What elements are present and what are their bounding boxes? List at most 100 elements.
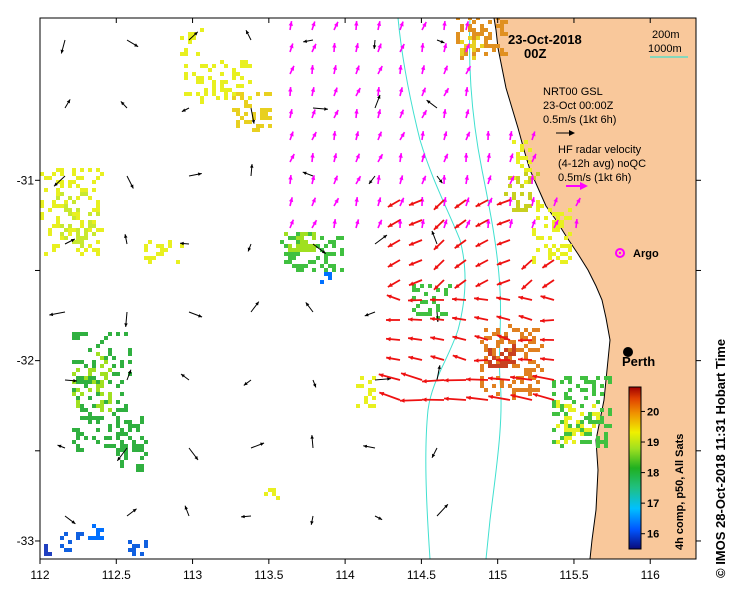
sst-pixel [516, 160, 520, 164]
sst-pixel [556, 440, 560, 444]
sst-pixel [268, 108, 272, 112]
sst-pixel [148, 260, 152, 264]
sst-pixel [548, 208, 552, 212]
sst-pixel [580, 424, 584, 428]
sst-pixel [552, 428, 556, 432]
sst-pixel [588, 432, 592, 436]
sst-pixel [144, 440, 148, 444]
sst-pixel [468, 24, 472, 28]
sst-pixel [88, 372, 92, 376]
sst-pixel [332, 240, 336, 244]
sst-pixel [476, 32, 480, 36]
sst-pixel [532, 368, 536, 372]
sst-pixel [592, 424, 596, 428]
sst-pixel [56, 196, 60, 200]
sst-pixel [80, 380, 84, 384]
sst-pixel [116, 408, 120, 412]
sst-pixel [108, 428, 112, 432]
sst-pixel [324, 272, 328, 276]
radar-arrow [311, 109, 316, 119]
sst-pixel [556, 404, 560, 408]
radar-arrow-strong [473, 358, 489, 363]
radar-arrow-strong [408, 199, 423, 207]
sst-pixel [72, 216, 76, 220]
sst-pixel [140, 436, 144, 440]
sst-pixel [572, 428, 576, 432]
sst-pixel [240, 96, 244, 100]
radar-legend-line1: HF radar velocity [558, 144, 642, 156]
radar-arrow [354, 108, 359, 119]
sst-pixel [84, 384, 88, 388]
sst-pixel [100, 228, 104, 232]
sst-pixel [480, 340, 484, 344]
sst-pixel [364, 396, 368, 400]
sst-pixel [136, 424, 140, 428]
radar-arrow-strong [386, 356, 401, 361]
sst-pixel [96, 204, 100, 208]
radar-arrow-strong [475, 259, 489, 268]
radar-arrow [333, 87, 338, 97]
sst-pixel [244, 104, 248, 108]
radar-arrow [398, 64, 403, 75]
sst-pixel [76, 232, 80, 236]
radar-arrow-strong [496, 334, 511, 341]
model-arrow [49, 311, 66, 317]
sst-pixel [296, 252, 300, 256]
sst-pixel [596, 444, 600, 448]
sst-pixel [84, 188, 88, 192]
model-arrow [249, 164, 254, 177]
model-arrow [310, 435, 314, 449]
radar-arrow [399, 109, 405, 119]
sst-pixel [84, 248, 88, 252]
sst-pixel [588, 380, 592, 384]
sst-pixel [224, 96, 228, 100]
sst-pixel [532, 336, 536, 340]
model-arrow [53, 175, 66, 187]
sst-pixel [120, 360, 124, 364]
sst-pixel [588, 412, 592, 416]
sst-pixel [448, 284, 452, 288]
sst-pixel [236, 124, 240, 128]
model-arrow [247, 243, 252, 252]
sst-pixel [76, 228, 80, 232]
sst-pixel [68, 228, 72, 232]
sst-pixel [116, 448, 120, 452]
sst-pixel [244, 100, 248, 104]
sst-pixel [92, 360, 96, 364]
sst-pixel [284, 244, 288, 248]
sst-pixel [260, 108, 264, 112]
sst-pixel [120, 448, 124, 452]
sst-pixel [592, 420, 596, 424]
sst-pixel [536, 200, 540, 204]
radar-arrow [333, 21, 339, 31]
sst-pixel [520, 388, 524, 392]
radar-arrow [310, 175, 316, 185]
sst-pixel [96, 440, 100, 444]
sst-pixel [196, 52, 200, 56]
sst-pixel [564, 440, 568, 444]
sst-pixel [556, 212, 560, 216]
sst-pixel [512, 328, 516, 332]
sst-pixel [536, 348, 540, 352]
model-arrow [312, 243, 327, 255]
radar-arrow [465, 197, 470, 207]
sst-pixel [528, 368, 532, 372]
sst-pixel [136, 428, 140, 432]
sst-pixel [96, 344, 100, 348]
radar-arrow [376, 174, 381, 185]
radar-arrow-strong [520, 279, 533, 291]
sst-pixel [76, 212, 80, 216]
sst-pixel [568, 428, 572, 432]
sst-pixel [440, 312, 444, 316]
sst-pixel [596, 376, 600, 380]
radar-arrow-strong [433, 199, 445, 211]
sst-pixel [92, 208, 96, 212]
sst-pixel [492, 348, 496, 352]
sst-pixel [492, 356, 496, 360]
sst-pixel [508, 176, 512, 180]
radar-arrow-strong [496, 259, 511, 266]
sst-pixel [232, 92, 236, 96]
radar-arrow-strong [454, 279, 467, 289]
sst-pixel [480, 384, 484, 388]
